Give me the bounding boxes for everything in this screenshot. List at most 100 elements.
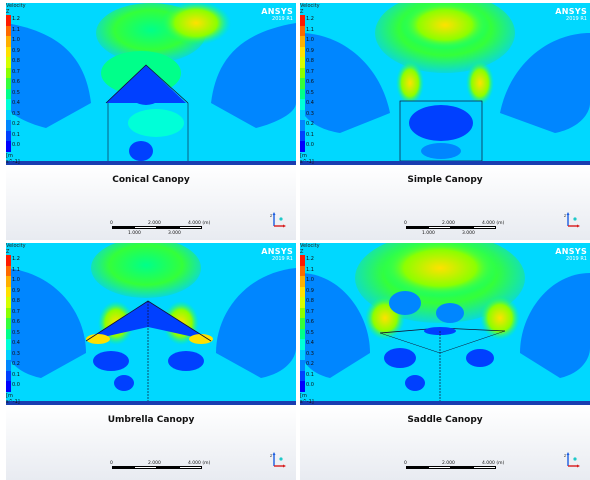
legend-row: 0.8 xyxy=(6,297,26,308)
scale-subtick: 3.000 xyxy=(462,231,475,236)
panel-conical-canopy: Conical Canopy Velocity Z 1.2 1.1 1.0 0.… xyxy=(6,3,296,240)
scale-bar: 0 2.000 4.000 (m) 1.000 3.000 xyxy=(108,221,218,239)
axis-triad-icon: z xyxy=(270,452,286,468)
legend-row: 0.1 xyxy=(6,370,26,381)
brand-version: 2019 R1 xyxy=(272,256,293,262)
legend-row: 0.0 xyxy=(300,141,320,152)
legend-row: 1.0 xyxy=(300,36,320,47)
axis-triad-icon: z xyxy=(564,212,580,228)
legend-row: 0.9 xyxy=(300,46,320,57)
axis-triad-icon: z xyxy=(270,212,286,228)
legend-row: 0.8 xyxy=(300,57,320,68)
legend-row: 1.1 xyxy=(300,25,320,36)
panel-caption: Umbrella Canopy xyxy=(107,415,195,425)
legend-subtitle: Z xyxy=(300,249,304,255)
velocity-contour-plot xyxy=(6,243,296,405)
scale-bar-stripes xyxy=(406,466,496,469)
velocity-legend: Velocity Z 1.2 1.1 1.0 0.9 0.8 0.7 0.6 0… xyxy=(300,3,320,165)
scale-bar-stripes xyxy=(112,466,202,469)
legend-row: 0.3 xyxy=(300,109,320,120)
legend-row: 0.2 xyxy=(300,120,320,131)
velocity-contour-plot xyxy=(300,3,590,165)
velocity-legend: Velocity Z 1.2 1.1 1.0 0.9 0.8 0.7 0.6 0… xyxy=(6,3,26,165)
legend-unit: [m s^-1] xyxy=(6,392,20,405)
panel-umbrella-canopy: Umbrella Canopy Velocity Z 1.2 1.1 1.0 0… xyxy=(6,243,296,480)
svg-text:z: z xyxy=(564,453,566,458)
scale-bar-stripes xyxy=(112,226,202,229)
legend-row: 1.1 xyxy=(300,265,320,276)
legend-subtitle: Z xyxy=(6,249,10,255)
legend-row: 1.2 xyxy=(6,15,26,26)
panel-caption: Simple Canopy xyxy=(407,175,483,185)
brand-name: ANSYS xyxy=(555,7,587,16)
svg-text:z: z xyxy=(564,213,566,218)
ansys-logo: ANSYS 2019 R1 xyxy=(261,7,293,22)
figure-grid: Conical Canopy Velocity Z 1.2 1.1 1.0 0.… xyxy=(6,3,590,480)
legend-row: 1.2 xyxy=(6,255,26,266)
legend-row: 0.4 xyxy=(300,99,320,110)
brand-name: ANSYS xyxy=(261,247,293,256)
legend-row: 0.5 xyxy=(6,88,26,99)
legend-row: 0.2 xyxy=(6,360,26,371)
legend-row: 0.7 xyxy=(6,307,26,318)
legend-scale: 1.2 1.1 1.0 0.9 0.8 0.7 0.6 0.5 0.4 0.3 … xyxy=(300,255,320,392)
legend-row: 0.7 xyxy=(300,67,320,78)
panel-saddle-canopy: Saddle Canopy Velocity Z 1.2 1.1 1.0 0.9… xyxy=(300,243,590,480)
legend-row: 0.6 xyxy=(6,318,26,329)
legend-row: 0.8 xyxy=(6,57,26,68)
scale-tick: 4.000 (m) xyxy=(482,461,505,466)
velocity-legend: Velocity Z 1.2 1.1 1.0 0.9 0.8 0.7 0.6 0… xyxy=(300,243,320,405)
legend-row: 0.0 xyxy=(300,381,320,392)
legend-scale: 1.2 1.1 1.0 0.9 0.8 0.7 0.6 0.5 0.4 0.3 … xyxy=(6,255,26,392)
legend-row: 0.9 xyxy=(6,46,26,57)
scale-bar: 0 2.000 4.000 (m) xyxy=(108,461,218,479)
legend-unit: [m s^-1] xyxy=(300,152,314,165)
legend-row: 0.6 xyxy=(6,78,26,89)
legend-row: 0.9 xyxy=(300,286,320,297)
scale-tick: 4.000 (m) xyxy=(188,461,211,466)
brand-version: 2019 R1 xyxy=(566,256,587,262)
legend-row: 0.3 xyxy=(300,349,320,360)
legend-row: 0.2 xyxy=(300,360,320,371)
legend-row: 0.6 xyxy=(300,78,320,89)
legend-row: 1.1 xyxy=(6,25,26,36)
legend-row: 0.0 xyxy=(6,381,26,392)
brand-name: ANSYS xyxy=(555,247,587,256)
velocity-contour-plot xyxy=(300,243,590,405)
legend-row: 0.5 xyxy=(6,328,26,339)
legend-row: 0.3 xyxy=(6,109,26,120)
scale-bar-stripes xyxy=(406,226,496,229)
legend-row: 0.2 xyxy=(6,120,26,131)
ansys-logo: ANSYS 2019 R1 xyxy=(261,247,293,262)
panel-caption: Conical Canopy xyxy=(112,175,190,185)
velocity-contour-plot xyxy=(6,3,296,165)
legend-row: 0.4 xyxy=(300,339,320,350)
scale-bar: 0 2.000 4.000 (m) 1.000 3.000 xyxy=(402,221,512,239)
legend-row: 0.5 xyxy=(300,328,320,339)
legend-scale: 1.2 1.1 1.0 0.9 0.8 0.7 0.6 0.5 0.4 0.3 … xyxy=(300,15,320,152)
scale-tick: 4.000 (m) xyxy=(482,221,505,226)
panel-caption: Saddle Canopy xyxy=(407,415,483,425)
legend-row: 0.0 xyxy=(6,141,26,152)
legend-row: 0.7 xyxy=(6,67,26,78)
legend-row: 0.9 xyxy=(6,286,26,297)
legend-row: 0.4 xyxy=(6,339,26,350)
scale-tick: 4.000 (m) xyxy=(188,221,211,226)
legend-row: 0.4 xyxy=(6,99,26,110)
velocity-legend: Velocity Z 1.2 1.1 1.0 0.9 0.8 0.7 0.6 0… xyxy=(6,243,26,405)
legend-scale: 1.2 1.1 1.0 0.9 0.8 0.7 0.6 0.5 0.4 0.3 … xyxy=(6,15,26,152)
legend-title: Velocity xyxy=(300,3,320,9)
scale-tick: 0 xyxy=(110,461,113,466)
legend-title: Velocity xyxy=(6,3,26,9)
scale-subtick: 1.000 xyxy=(422,231,435,236)
legend-row: 0.3 xyxy=(6,349,26,360)
scale-tick: 2.000 xyxy=(442,461,455,466)
brand-name: ANSYS xyxy=(261,7,293,16)
scale-tick: 0 xyxy=(404,221,407,226)
legend-row: 0.6 xyxy=(300,318,320,329)
panel-simple-canopy: Simple Canopy Velocity Z 1.2 1.1 1.0 0.9… xyxy=(300,3,590,240)
scale-subtick: 3.000 xyxy=(168,231,181,236)
ansys-logo: ANSYS 2019 R1 xyxy=(555,7,587,22)
legend-row: 0.1 xyxy=(6,130,26,141)
scale-tick: 2.000 xyxy=(148,461,161,466)
